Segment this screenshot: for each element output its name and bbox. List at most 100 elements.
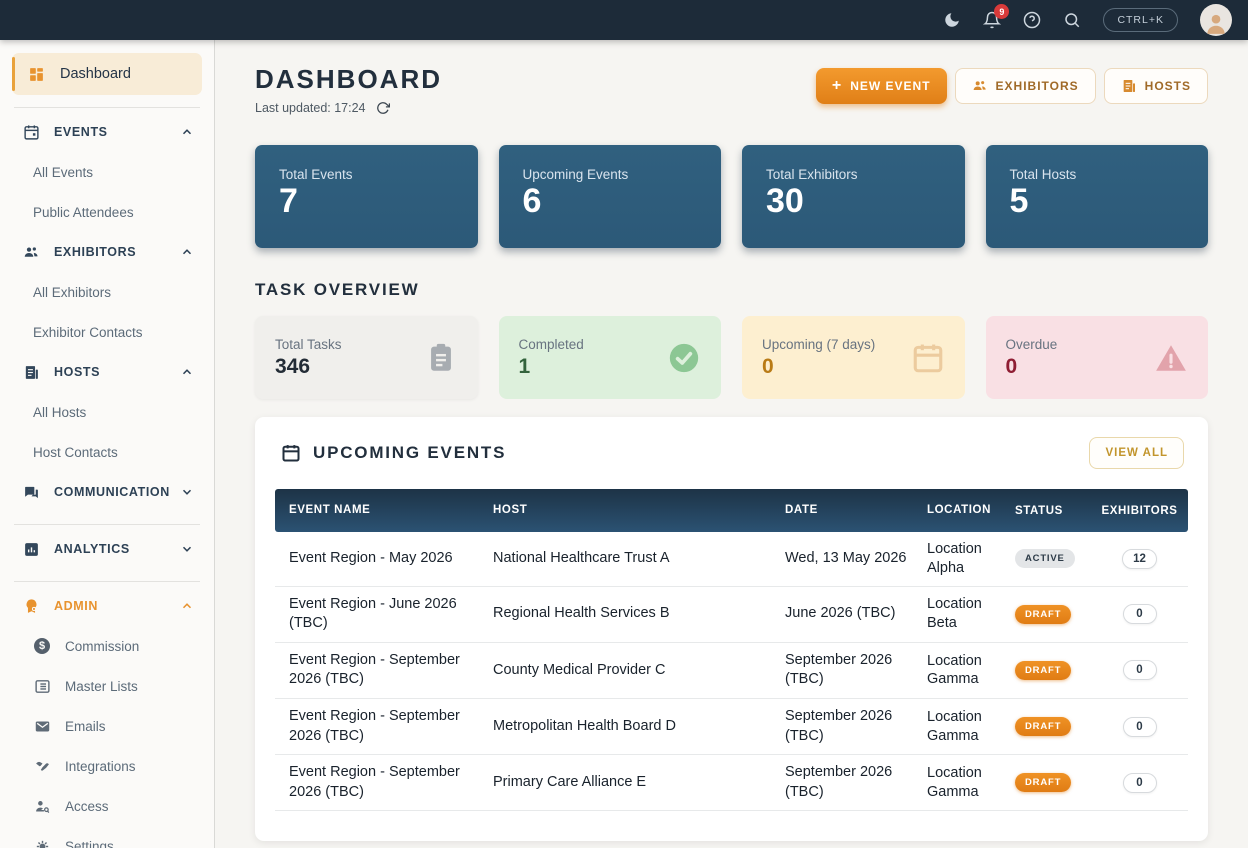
- exhibitors-count-pill: 0: [1123, 660, 1157, 680]
- dashboard-grid-icon: [28, 66, 45, 83]
- sidebar-item-public-attendees[interactable]: Public Attendees: [0, 192, 214, 232]
- sidebar-item-master-lists[interactable]: Master Lists: [0, 666, 214, 706]
- location-cell: Location Gamma: [927, 652, 1015, 690]
- event-name-cell: Event Region - September 2026 (TBC): [275, 707, 493, 746]
- task-card-overdue: Overdue 0: [986, 316, 1209, 399]
- events-table: EVENT NAME HOST DATE LOCATION STATUS EXH…: [275, 489, 1188, 811]
- integrations-handshake-icon: [33, 757, 51, 775]
- view-all-button[interactable]: VIEW ALL: [1089, 437, 1184, 469]
- location-cell: Location Gamma: [927, 764, 1015, 802]
- column-header-status: STATUS: [1015, 505, 1091, 517]
- upcoming-events-card: UPCOMING EVENTS VIEW ALL EVENT NAME HOST…: [255, 417, 1208, 841]
- sidebar-item-exhibitor-contacts[interactable]: Exhibitor Contacts: [0, 312, 214, 352]
- dark-mode-icon[interactable]: [943, 11, 961, 29]
- sidebar-item-integrations[interactable]: Integrations: [0, 746, 214, 786]
- table-row[interactable]: Event Region - September 2026 (TBC) Coun…: [275, 643, 1188, 699]
- date-cell: June 2026 (TBC): [785, 604, 927, 624]
- section-label: ADMIN: [54, 599, 180, 613]
- location-cell: Location Alpha: [927, 540, 1015, 578]
- sidebar-item-settings[interactable]: Settings: [0, 826, 214, 848]
- date-cell: September 2026 (TBC): [785, 651, 927, 690]
- column-header-event-name: EVENT NAME: [275, 503, 493, 519]
- sidebar-section-events[interactable]: EVENTS: [0, 112, 214, 152]
- divider: [14, 581, 200, 582]
- table-header-row: EVENT NAME HOST DATE LOCATION STATUS EXH…: [275, 489, 1188, 532]
- access-user-key-icon: [33, 797, 51, 815]
- chevron-up-icon: [180, 245, 194, 259]
- table-row[interactable]: Event Region - September 2026 (TBC) Metr…: [275, 699, 1188, 755]
- section-label: ANALYTICS: [54, 542, 180, 556]
- host-cell: Primary Care Alliance E: [493, 773, 785, 793]
- status-badge: DRAFT: [1015, 605, 1071, 624]
- sidebar-item-access[interactable]: Access: [0, 786, 214, 826]
- sidebar-section-hosts[interactable]: HOSTS: [0, 352, 214, 392]
- date-cell: Wed, 13 May 2026: [785, 549, 927, 569]
- sidebar-section-admin[interactable]: ADMIN: [0, 586, 214, 626]
- sidebar-item-all-hosts[interactable]: All Hosts: [0, 392, 214, 432]
- sidebar-item-commission[interactable]: $ Commission: [0, 626, 214, 666]
- task-overview-title: TASK OVERVIEW: [255, 280, 1208, 300]
- calendar-icon: [22, 123, 40, 141]
- hosts-clipboard-icon: [22, 363, 40, 381]
- exhibitors-button[interactable]: EXHIBITORS: [955, 68, 1096, 104]
- list-icon: [33, 677, 51, 695]
- sidebar-item-host-contacts[interactable]: Host Contacts: [0, 432, 214, 472]
- table-row[interactable]: Event Region - June 2026 (TBC) Regional …: [275, 587, 1188, 643]
- stat-card-total-exhibitors: Total Exhibitors 30: [742, 145, 965, 248]
- task-card-completed: Completed 1: [499, 316, 722, 399]
- warning-triangle-icon: [1154, 341, 1188, 375]
- gear-icon: [33, 837, 51, 848]
- exhibitors-count-pill: 0: [1123, 604, 1157, 624]
- event-name-cell: Event Region - May 2026: [275, 549, 493, 569]
- task-card-upcoming: Upcoming (7 days) 0: [742, 316, 965, 399]
- keyboard-shortcut-pill[interactable]: CTRL+K: [1103, 8, 1178, 32]
- chevron-up-icon: [180, 599, 194, 613]
- new-event-button[interactable]: + NEW EVENT: [816, 68, 947, 104]
- stat-card-total-events: Total Events 7: [255, 145, 478, 248]
- sidebar-section-analytics[interactable]: ANALYTICS: [0, 529, 214, 569]
- status-badge: DRAFT: [1015, 773, 1071, 792]
- sidebar-item-dashboard[interactable]: Dashboard: [12, 53, 202, 95]
- chevron-down-icon: [180, 485, 194, 499]
- sidebar-item-emails[interactable]: Emails: [0, 706, 214, 746]
- plus-icon: +: [832, 78, 842, 94]
- stats-row: Total Events 7 Upcoming Events 6 Total E…: [255, 145, 1208, 248]
- table-row[interactable]: Event Region - May 2026 National Healthc…: [275, 532, 1188, 587]
- topbar: 9 CTRL+K: [0, 0, 1248, 40]
- exhibitors-count-pill: 0: [1123, 773, 1157, 793]
- sidebar-item-all-exhibitors[interactable]: All Exhibitors: [0, 272, 214, 312]
- envelope-icon: [33, 717, 51, 735]
- stat-card-upcoming-events: Upcoming Events 6: [499, 145, 722, 248]
- chat-bubbles-icon: [22, 483, 40, 501]
- sidebar-dashboard-label: Dashboard: [60, 66, 131, 82]
- event-name-cell: Event Region - June 2026 (TBC): [275, 595, 493, 634]
- date-cell: September 2026 (TBC): [785, 763, 927, 802]
- sidebar-section-exhibitors[interactable]: EXHIBITORS: [0, 232, 214, 272]
- notifications-bell-icon[interactable]: 9: [983, 11, 1001, 29]
- main-content: DASHBOARD Last updated: 17:24 + NEW EVEN…: [215, 40, 1248, 848]
- location-cell: Location Beta: [927, 595, 1015, 633]
- sidebar-section-communication[interactable]: COMMUNICATION: [0, 472, 214, 512]
- chevron-up-icon: [180, 365, 194, 379]
- status-badge: DRAFT: [1015, 661, 1071, 680]
- user-avatar[interactable]: [1200, 4, 1232, 36]
- host-cell: National Healthcare Trust A: [493, 549, 785, 569]
- status-badge: ACTIVE: [1015, 549, 1075, 568]
- users-icon: [22, 243, 40, 261]
- upcoming-events-title: UPCOMING EVENTS: [313, 443, 506, 463]
- admin-badge-icon: [22, 597, 40, 615]
- column-header-date: DATE: [785, 503, 927, 519]
- table-row[interactable]: Event Region - September 2026 (TBC) Prim…: [275, 755, 1188, 811]
- section-label: HOSTS: [54, 365, 180, 379]
- calendar-icon: [281, 443, 301, 463]
- sidebar: Dashboard EVENTS All Events Public Atten…: [0, 40, 215, 848]
- hosts-button[interactable]: HOSTS: [1104, 68, 1208, 104]
- divider: [14, 107, 200, 108]
- help-icon[interactable]: [1023, 11, 1041, 29]
- location-cell: Location Gamma: [927, 708, 1015, 746]
- sidebar-item-all-events[interactable]: All Events: [0, 152, 214, 192]
- refresh-icon[interactable]: [376, 101, 390, 115]
- last-updated-text: Last updated: 17:24: [255, 101, 366, 115]
- section-label: EVENTS: [54, 125, 180, 139]
- search-icon[interactable]: [1063, 11, 1081, 29]
